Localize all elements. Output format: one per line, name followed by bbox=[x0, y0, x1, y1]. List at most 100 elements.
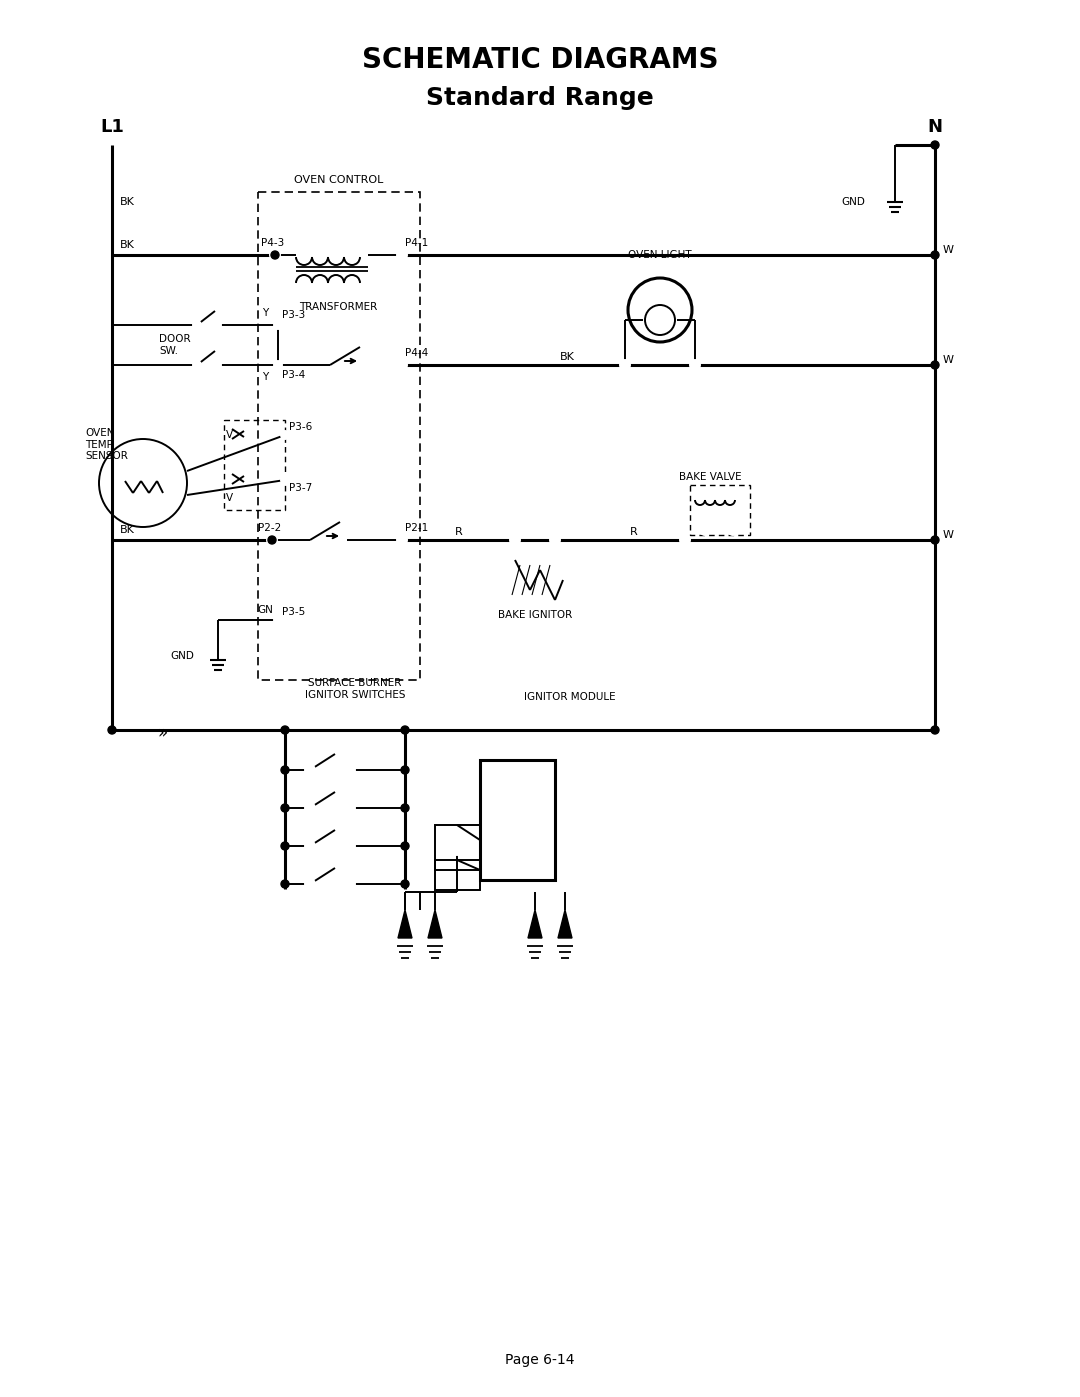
Circle shape bbox=[345, 841, 355, 851]
Circle shape bbox=[274, 321, 282, 330]
Circle shape bbox=[510, 535, 519, 545]
Circle shape bbox=[680, 535, 690, 545]
Circle shape bbox=[305, 879, 315, 888]
Circle shape bbox=[700, 525, 710, 535]
Text: P3-3: P3-3 bbox=[282, 310, 306, 320]
Text: Y: Y bbox=[262, 307, 268, 319]
Text: W: W bbox=[943, 244, 954, 256]
Circle shape bbox=[274, 360, 282, 369]
Circle shape bbox=[345, 766, 355, 775]
Text: BK: BK bbox=[120, 197, 135, 207]
Text: P4-1: P4-1 bbox=[405, 237, 429, 249]
Circle shape bbox=[690, 360, 700, 370]
Circle shape bbox=[401, 766, 409, 774]
Circle shape bbox=[931, 360, 939, 369]
Text: SCHEMATIC DIAGRAMS: SCHEMATIC DIAGRAMS bbox=[362, 46, 718, 74]
Polygon shape bbox=[558, 909, 572, 937]
Circle shape bbox=[494, 835, 507, 848]
Circle shape bbox=[550, 535, 561, 545]
Text: OVEN LIGHT: OVEN LIGHT bbox=[629, 250, 692, 260]
Text: BAKE VALVE: BAKE VALVE bbox=[678, 472, 741, 482]
Text: OVEN CONTROL: OVEN CONTROL bbox=[295, 175, 383, 184]
Text: P3-6: P3-6 bbox=[289, 422, 312, 432]
Bar bbox=[224, 420, 285, 510]
Text: »: » bbox=[157, 724, 167, 742]
Bar bbox=[435, 861, 480, 890]
Text: DOOR
SW.: DOOR SW. bbox=[159, 334, 191, 356]
Circle shape bbox=[529, 773, 541, 784]
Circle shape bbox=[401, 842, 409, 849]
Circle shape bbox=[281, 842, 289, 849]
Circle shape bbox=[453, 845, 462, 855]
Text: BK: BK bbox=[120, 525, 135, 535]
Text: OVEN
TEMP
SENSOR: OVEN TEMP SENSOR bbox=[85, 427, 127, 461]
Circle shape bbox=[529, 805, 541, 816]
Text: SURFACE BURNER
IGNITOR SWITCHES: SURFACE BURNER IGNITOR SWITCHES bbox=[305, 679, 405, 700]
Text: N: N bbox=[928, 117, 943, 136]
Circle shape bbox=[401, 880, 409, 888]
Text: GND: GND bbox=[171, 651, 194, 661]
Circle shape bbox=[728, 513, 738, 522]
Circle shape bbox=[305, 803, 315, 813]
Text: W: W bbox=[943, 355, 954, 365]
Circle shape bbox=[494, 773, 507, 784]
Text: P3-5: P3-5 bbox=[282, 608, 306, 617]
Circle shape bbox=[281, 726, 289, 733]
Text: R: R bbox=[455, 527, 462, 536]
Circle shape bbox=[281, 805, 289, 812]
Text: IGNITOR MODULE: IGNITOR MODULE bbox=[524, 692, 616, 703]
Circle shape bbox=[700, 513, 710, 522]
Text: TRANSFORMER: TRANSFORMER bbox=[299, 302, 377, 312]
Text: Standard Range: Standard Range bbox=[427, 87, 653, 110]
Circle shape bbox=[281, 880, 289, 888]
Circle shape bbox=[397, 360, 407, 370]
Circle shape bbox=[305, 766, 315, 775]
Text: GN: GN bbox=[257, 605, 273, 615]
Polygon shape bbox=[428, 909, 442, 937]
Circle shape bbox=[213, 360, 221, 369]
Circle shape bbox=[529, 863, 541, 876]
Circle shape bbox=[397, 250, 407, 260]
Circle shape bbox=[529, 835, 541, 848]
Text: BK: BK bbox=[120, 240, 135, 250]
Circle shape bbox=[193, 360, 201, 369]
Text: R: R bbox=[630, 527, 638, 536]
Circle shape bbox=[931, 251, 939, 258]
Text: Page 6-14: Page 6-14 bbox=[505, 1354, 575, 1368]
Circle shape bbox=[931, 726, 939, 733]
Circle shape bbox=[401, 805, 409, 812]
Circle shape bbox=[728, 525, 738, 535]
Text: Y: Y bbox=[262, 372, 268, 381]
Circle shape bbox=[345, 803, 355, 813]
Circle shape bbox=[268, 536, 276, 543]
Text: P3-4: P3-4 bbox=[282, 370, 306, 380]
Bar bbox=[435, 826, 480, 870]
Circle shape bbox=[267, 535, 276, 545]
Circle shape bbox=[305, 841, 315, 851]
Polygon shape bbox=[528, 909, 542, 937]
Text: P4-4: P4-4 bbox=[405, 348, 429, 358]
Circle shape bbox=[281, 766, 289, 774]
Circle shape bbox=[271, 251, 279, 258]
Text: V: V bbox=[226, 493, 233, 503]
Circle shape bbox=[494, 863, 507, 876]
Circle shape bbox=[620, 360, 630, 370]
Circle shape bbox=[494, 805, 507, 816]
Text: P3-7: P3-7 bbox=[289, 483, 312, 493]
Text: BK: BK bbox=[561, 352, 575, 362]
Bar bbox=[690, 485, 750, 535]
Circle shape bbox=[345, 879, 355, 888]
Polygon shape bbox=[399, 909, 411, 937]
Text: V: V bbox=[226, 430, 233, 440]
Circle shape bbox=[281, 432, 289, 439]
Circle shape bbox=[931, 141, 939, 149]
Circle shape bbox=[213, 321, 221, 330]
Circle shape bbox=[931, 536, 939, 543]
Circle shape bbox=[274, 616, 282, 624]
Bar bbox=[258, 191, 420, 680]
Text: P2-2: P2-2 bbox=[258, 522, 282, 534]
Text: GND: GND bbox=[841, 197, 865, 207]
Text: L1: L1 bbox=[100, 117, 124, 136]
Circle shape bbox=[397, 535, 407, 545]
Circle shape bbox=[108, 726, 116, 733]
